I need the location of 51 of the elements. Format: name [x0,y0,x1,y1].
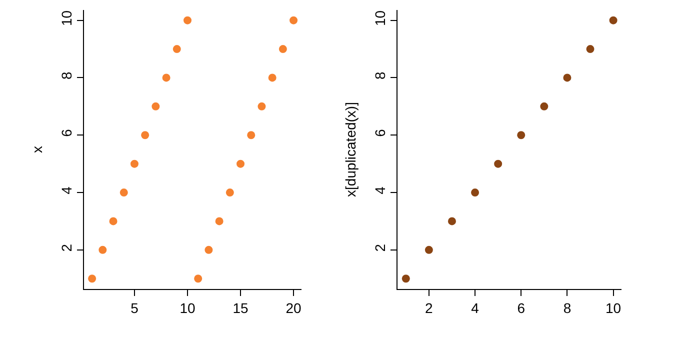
y-tick-label: 2 [372,244,388,252]
point [494,160,502,168]
x-tick-label: 2 [425,300,434,316]
point [424,246,433,254]
x-tick-label: 4 [471,300,480,316]
point [258,102,266,110]
x-tick-label: 20 [286,300,302,316]
point [448,217,456,226]
y-tick-label: 6 [372,128,388,137]
y-tick-label: 2 [58,244,74,252]
x-tick-label: 5 [130,300,139,316]
y-tick-label: 8 [372,72,388,80]
x-tick-label: 15 [232,300,249,316]
point [563,74,572,82]
point [88,274,96,283]
x-tick-label: 10 [180,300,196,316]
point [586,45,594,54]
point [141,131,150,140]
y-tick-label: 10 [58,10,74,26]
point [215,217,224,226]
point [290,16,298,24]
y-tick-label: 4 [58,186,74,194]
y-axis-title: x[duplicated(x)] [342,102,359,197]
x-tick-label: 6 [517,300,526,316]
point [109,217,118,226]
point [268,74,276,82]
point [172,45,181,54]
y-tick-label: 10 [372,10,388,26]
x-tick-label: 10 [606,300,622,316]
point [226,188,234,197]
point [402,274,410,283]
point [517,131,526,140]
point [98,246,107,254]
point [471,188,480,197]
point [162,74,170,82]
y-tick-label: 8 [58,72,74,80]
y-axis-title: x [29,146,45,153]
point [236,160,245,168]
point [184,16,192,24]
point [540,102,548,110]
point [204,246,213,254]
point [194,274,202,283]
point [120,188,128,197]
point [152,102,160,110]
point [609,16,618,24]
point [130,160,138,168]
y-tick-label: 4 [372,186,388,194]
point [247,131,256,140]
y-tick-label: 6 [58,128,74,137]
x-tick-label: 8 [563,300,572,316]
point [278,45,287,54]
